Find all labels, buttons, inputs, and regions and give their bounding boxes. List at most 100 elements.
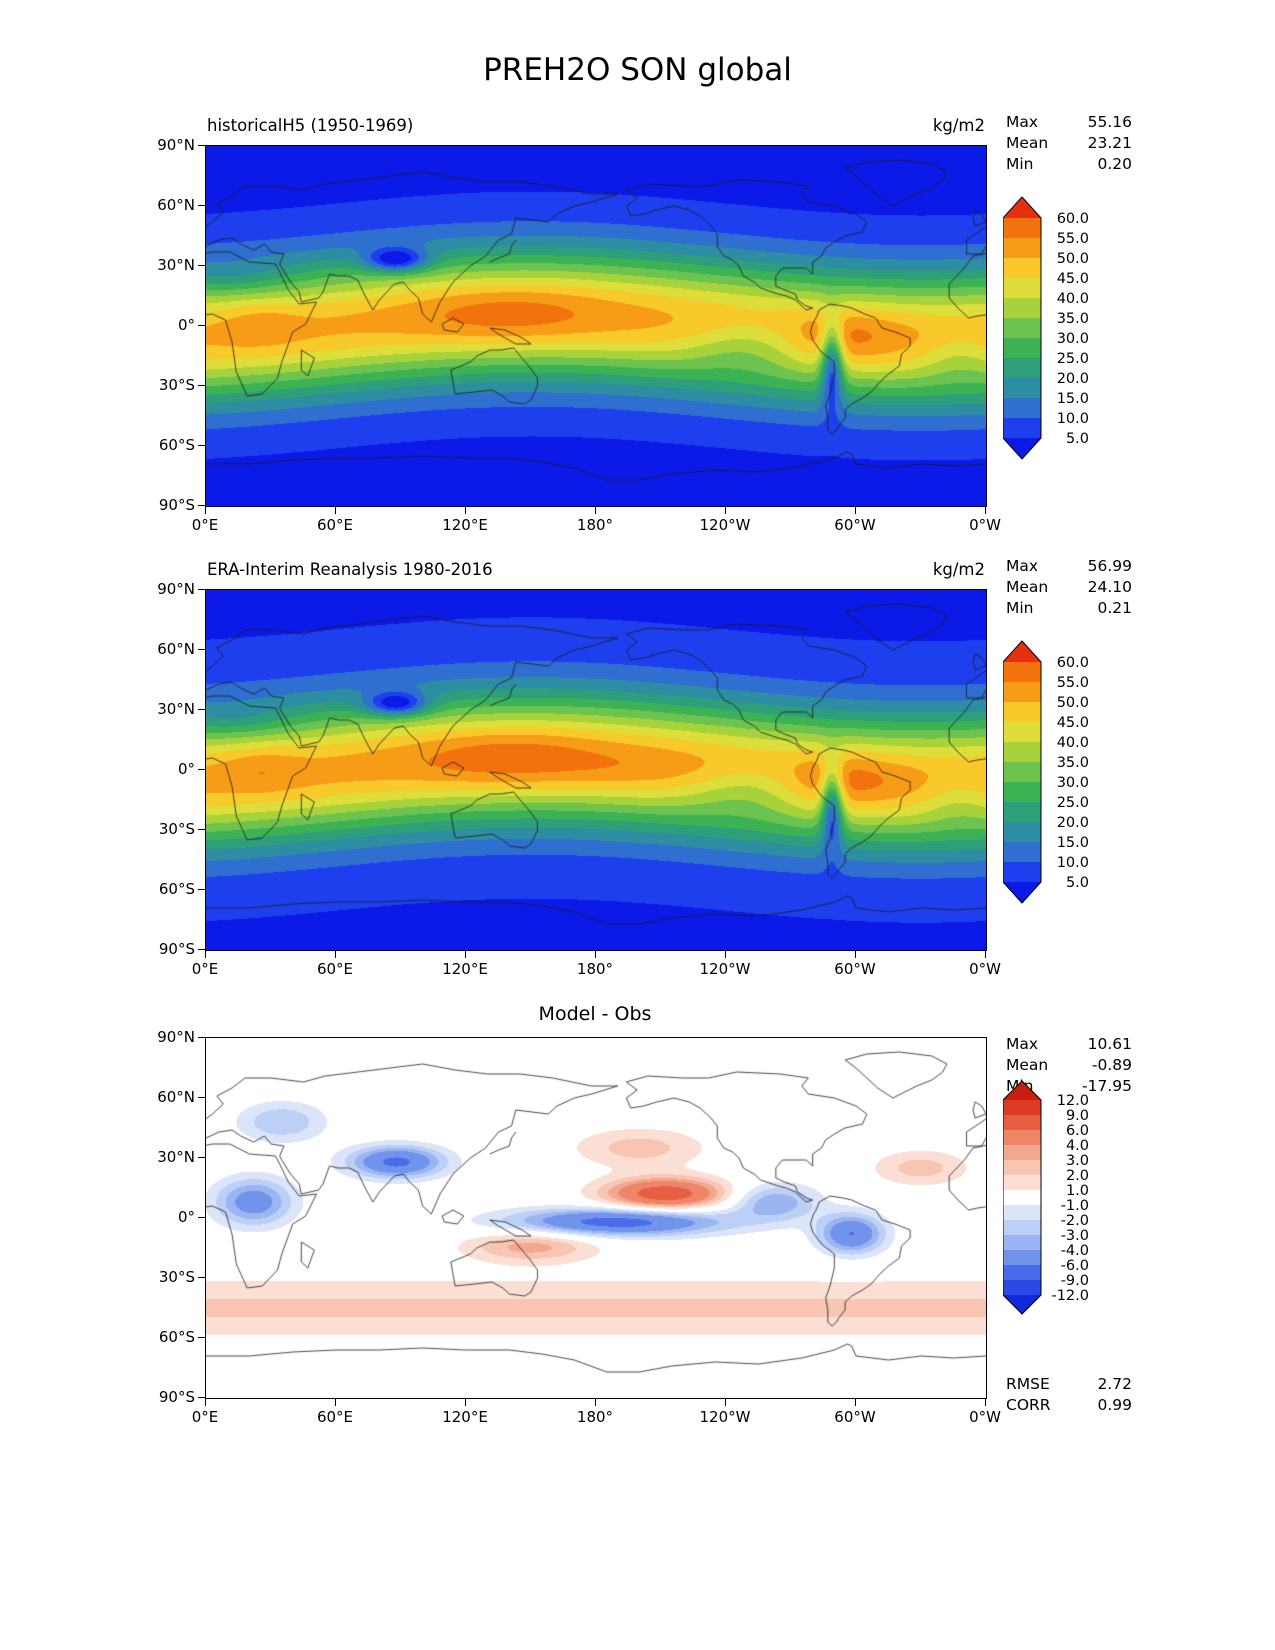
absolute-colorbar-svg: 60.0 55.0 50.0 45.0 40.0 35.0 30.0 25.0 20.0 15.0… [1002,640,1089,904]
units-label: kg/m2 [932,560,985,579]
lat-tick-label: 30°N [157,1148,195,1166]
colorbar-tick-label: 45.0 [1057,271,1089,287]
colorbar-tick-label: 50.0 [1057,251,1089,267]
lon-tick-label: 60°E [316,1408,354,1426]
colorbar-segment [1003,398,1041,419]
stat-value: -0.89 [1091,1056,1132,1074]
lon-tick-label: 0°E [191,960,219,978]
colorbar-tick-label: 10.0 [1057,855,1089,871]
lon-tick-label: 60°E [316,960,354,978]
stat-label: Min [1006,155,1034,173]
colorbar: 60.0 55.0 50.0 45.0 40.0 35.0 30.0 25.0 20.0 15.0… [1002,196,1103,472]
lon-tick-mark [335,507,336,514]
colorbar-tick-label: 45.0 [1057,715,1089,731]
lat-tick-mark [198,649,205,650]
colorbar-segment [1003,1250,1041,1266]
colorbar-outline [1002,640,1042,904]
stat-label: Max [1006,1035,1039,1053]
colorbar-tick-label: 4.0 [1066,1138,1089,1154]
colorbar-segment [1003,1130,1041,1146]
stat-value: 2.72 [1097,1375,1132,1393]
colorbar-segment [1003,722,1041,743]
colorbar-segment [1003,218,1041,239]
colorbar-tick-label: 30.0 [1057,331,1089,347]
lat-tick-label: 90°S [158,496,195,514]
colorbar-tick-label: 9.0 [1066,1108,1089,1124]
lat-tick-mark [198,145,205,146]
colorbar-outline [1002,1080,1042,1315]
colorbar-segment [1003,238,1041,259]
lat-tick-mark [198,829,205,830]
stat-row: Min 0.20 [1006,154,1132,175]
colorbar-segment [1003,822,1041,843]
lon-tick-label: 180° [576,516,614,534]
stats-block: Max 56.99 Mean 24.10 Min 0.21 [1006,556,1132,619]
colorbar-segment [1003,1100,1041,1116]
diff-map-canvas [206,1038,986,1398]
stat-value: 0.99 [1097,1396,1132,1414]
lat-tick-label: 90°S [158,1388,195,1406]
colorbar-tick-label: -1.0 [1061,1198,1089,1214]
stat-label: CORR [1006,1396,1051,1414]
stat-row: Mean 23.21 [1006,133,1132,154]
lon-tick-mark [985,951,986,958]
lat-tick-label: 90°N [157,1028,195,1046]
colorbar-tick-label: 3.0 [1066,1153,1089,1169]
stat-row: Max 55.16 [1006,112,1132,133]
lat-tick-mark [198,769,205,770]
lat-tick-label: 60°S [158,436,195,454]
lat-tick-label: 90°S [158,940,195,958]
lon-tick-mark [725,507,726,514]
lat-tick-label: 30°S [158,820,195,838]
colorbar-segment [1003,762,1041,783]
stat-label: Max [1006,113,1039,131]
colorbar-tick-label: 1.0 [1066,1183,1089,1199]
model-map-canvas [206,146,986,506]
lon-tick-label: 0°W [969,516,1001,534]
stat-row: Min 0.21 [1006,598,1132,619]
colorbar-outline [1002,196,1042,460]
stat-value: 23.21 [1087,134,1132,152]
lat-tick-mark [198,1397,205,1398]
colorbar-under-arrow [1003,438,1041,459]
stat-label: Mean [1006,1056,1049,1074]
lon-tick-mark [855,951,856,958]
stat-value: 0.21 [1097,599,1132,617]
units-label: kg/m2 [932,116,985,135]
colorbar-segment [1003,1175,1041,1191]
colorbar-segment [1003,1205,1041,1221]
lat-tick-label: 90°N [157,580,195,598]
lat-tick-label: 60°N [157,640,195,658]
colorbar-segment [1003,1190,1041,1206]
lon-tick-mark [465,507,466,514]
lon-tick-label: 0°W [969,1408,1001,1426]
lon-tick-mark [595,951,596,958]
colorbar-under-arrow [1003,1295,1041,1314]
lat-tick-label: 0° [177,1208,195,1226]
colorbar-tick-label: 60.0 [1057,211,1089,227]
colorbar-tick-label: 50.0 [1057,695,1089,711]
colorbar-tick-label: 15.0 [1057,391,1089,407]
colorbar-tick-label: 2.0 [1066,1168,1089,1184]
colorbar-tick-label: 12.0 [1057,1093,1089,1109]
lon-tick-label: 60°W [834,960,876,978]
colorbar-segment [1003,358,1041,379]
map-frame [205,1037,987,1399]
lat-tick-mark [198,505,205,506]
stat-row: Mean 24.10 [1006,577,1132,598]
colorbar-segment [1003,702,1041,723]
colorbar-segment [1003,802,1041,823]
colorbar-tick-label: -3.0 [1061,1228,1089,1244]
colorbar-tick-label: -12.0 [1051,1288,1089,1304]
colorbar-tick-label: 25.0 [1057,795,1089,811]
stat-value: 56.99 [1087,557,1132,575]
colorbar-segment [1003,1145,1041,1161]
stat-label: Mean [1006,578,1049,596]
lat-tick-mark [198,1037,205,1038]
lat-tick-mark [198,205,205,206]
lon-tick-label: 120°E [442,1408,488,1426]
colorbar-tick-label: -4.0 [1061,1243,1089,1259]
colorbar-tick-label: 55.0 [1057,231,1089,247]
lon-tick-label: 60°E [316,516,354,534]
